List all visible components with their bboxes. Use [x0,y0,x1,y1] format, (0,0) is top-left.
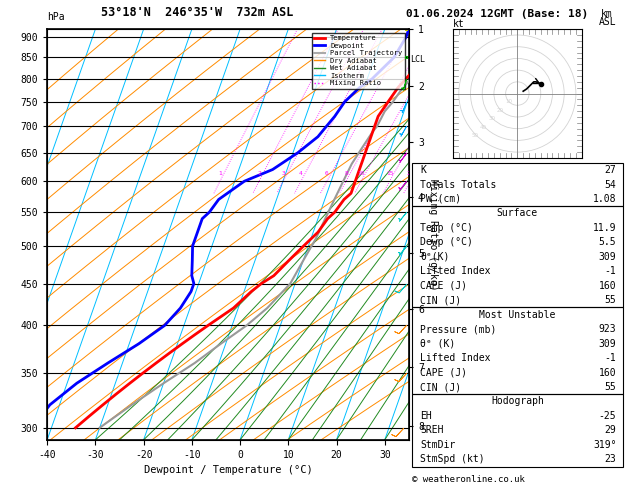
Text: Dewp (°C): Dewp (°C) [420,237,473,247]
Text: 309: 309 [599,252,616,262]
Text: 01.06.2024 12GMT (Base: 18): 01.06.2024 12GMT (Base: 18) [406,9,588,19]
Legend: Temperature, Dewpoint, Parcel Trajectory, Dry Adiabat, Wet Adiabat, Isotherm, Mi: Temperature, Dewpoint, Parcel Trajectory… [311,33,405,89]
Text: SREH: SREH [420,425,444,435]
Text: 923: 923 [599,324,616,334]
Text: 10: 10 [357,171,365,176]
Text: Lifted Index: Lifted Index [420,266,491,277]
Text: 4: 4 [299,171,303,176]
Text: kt: kt [453,19,465,29]
Text: -1: -1 [604,353,616,363]
Text: 3: 3 [281,171,285,176]
Text: Hodograph: Hodograph [491,397,544,406]
Text: θᵉ(K): θᵉ(K) [420,252,450,262]
Text: 20: 20 [407,171,415,176]
Text: 6: 6 [325,171,329,176]
Text: Most Unstable: Most Unstable [479,310,555,320]
Text: LCL: LCL [410,55,425,64]
Text: ASL: ASL [599,17,616,27]
Text: 23: 23 [604,454,616,464]
Text: 20: 20 [497,108,504,113]
Text: -1: -1 [604,266,616,277]
Text: km: km [601,9,613,19]
Text: 1: 1 [218,171,222,176]
Text: 1.08: 1.08 [593,194,616,204]
Text: 2: 2 [257,171,261,176]
Text: -25: -25 [599,411,616,421]
Text: 309: 309 [599,339,616,348]
Text: CAPE (J): CAPE (J) [420,367,467,378]
Text: 27: 27 [604,165,616,175]
Text: 160: 160 [599,367,616,378]
Text: 5.5: 5.5 [599,237,616,247]
Text: θᵉ (K): θᵉ (K) [420,339,455,348]
Text: StmSpd (kt): StmSpd (kt) [420,454,485,464]
Text: Totals Totals: Totals Totals [420,179,497,190]
Text: © weatheronline.co.uk: © weatheronline.co.uk [412,475,525,484]
Text: 10: 10 [506,100,513,104]
Text: 29: 29 [604,425,616,435]
Text: K: K [420,165,426,175]
Text: hPa: hPa [47,12,65,22]
Text: 160: 160 [599,281,616,291]
Text: CIN (J): CIN (J) [420,382,462,392]
Text: Pressure (mb): Pressure (mb) [420,324,497,334]
Text: 40: 40 [480,125,487,130]
Text: Temp (°C): Temp (°C) [420,223,473,233]
Text: CAPE (J): CAPE (J) [420,281,467,291]
Text: 319°: 319° [593,440,616,450]
Text: 53°18'N  246°35'W  732m ASL: 53°18'N 246°35'W 732m ASL [101,6,293,19]
Text: 54: 54 [604,179,616,190]
Text: 30: 30 [489,116,496,122]
X-axis label: Dewpoint / Temperature (°C): Dewpoint / Temperature (°C) [143,465,313,475]
Text: 55: 55 [604,382,616,392]
Text: EH: EH [420,411,432,421]
Text: Lifted Index: Lifted Index [420,353,491,363]
Text: Surface: Surface [497,208,538,218]
Text: 15: 15 [386,171,393,176]
Text: 55: 55 [604,295,616,305]
Text: 50: 50 [472,133,479,138]
Text: CIN (J): CIN (J) [420,295,462,305]
Text: StmDir: StmDir [420,440,455,450]
Text: 11.9: 11.9 [593,223,616,233]
Y-axis label: Mixing Ratio (g/kg): Mixing Ratio (g/kg) [428,179,438,290]
Text: 8: 8 [344,171,348,176]
Text: PW (cm): PW (cm) [420,194,462,204]
